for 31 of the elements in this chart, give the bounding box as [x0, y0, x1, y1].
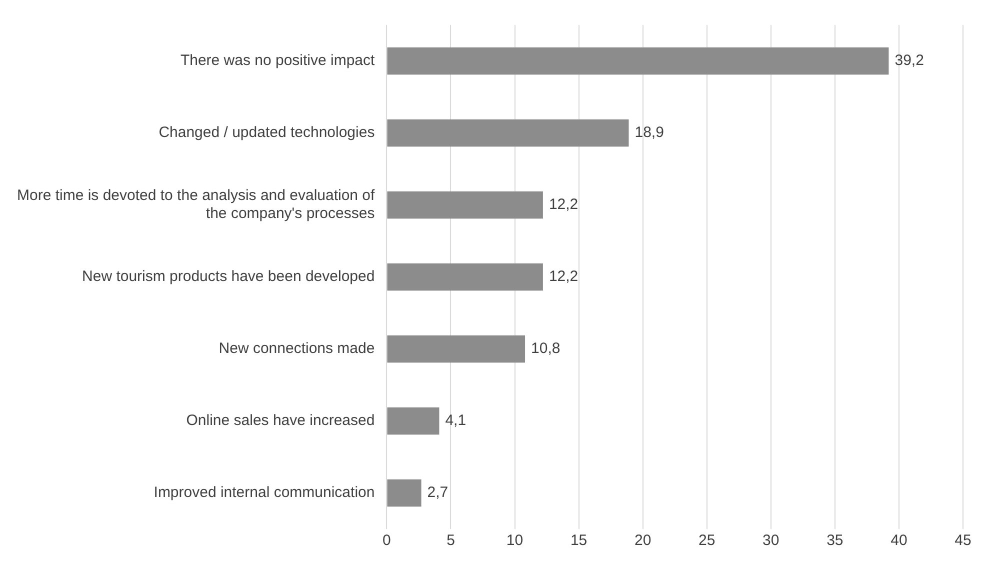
data-label: 39,2 — [894, 52, 924, 70]
data-label: 2,7 — [427, 484, 448, 502]
x-tick-label: 25 — [698, 532, 716, 550]
bar — [387, 263, 543, 291]
y-tick-label: New tourism products have been developed — [82, 268, 375, 286]
y-tick-label: Online sales have increased — [186, 412, 375, 430]
x-tick-label: 35 — [826, 532, 844, 550]
bar — [387, 335, 526, 363]
y-tick-label: More time is devoted to the analysis and evaluation of the company's processes — [16, 187, 376, 222]
x-tick-label: 20 — [634, 532, 652, 550]
x-tick-label: 30 — [762, 532, 780, 550]
data-label: 12,2 — [548, 268, 578, 286]
x-tick-label: 10 — [506, 532, 524, 550]
data-label: 4,1 — [445, 412, 466, 430]
bar — [387, 479, 422, 507]
x-tick-label: 5 — [446, 532, 455, 550]
data-label: 12,2 — [548, 196, 578, 214]
bar — [387, 119, 629, 147]
x-tick-label: 40 — [890, 532, 908, 550]
x-tick-label: 45 — [954, 532, 972, 550]
x-tick-label: 0 — [382, 532, 391, 550]
y-tick-label: Changed / updated technologies — [158, 124, 375, 142]
data-label: 18,9 — [634, 124, 664, 142]
y-tick-label: Improved internal communication — [154, 484, 375, 502]
y-tick-label: New connections made — [218, 340, 375, 358]
y-tick-label: There was no positive impact — [180, 52, 376, 70]
x-tick-label: 15 — [570, 532, 588, 550]
data-label: 10,8 — [531, 340, 560, 358]
bar — [387, 47, 889, 75]
bar — [387, 191, 543, 219]
bar — [387, 407, 440, 435]
